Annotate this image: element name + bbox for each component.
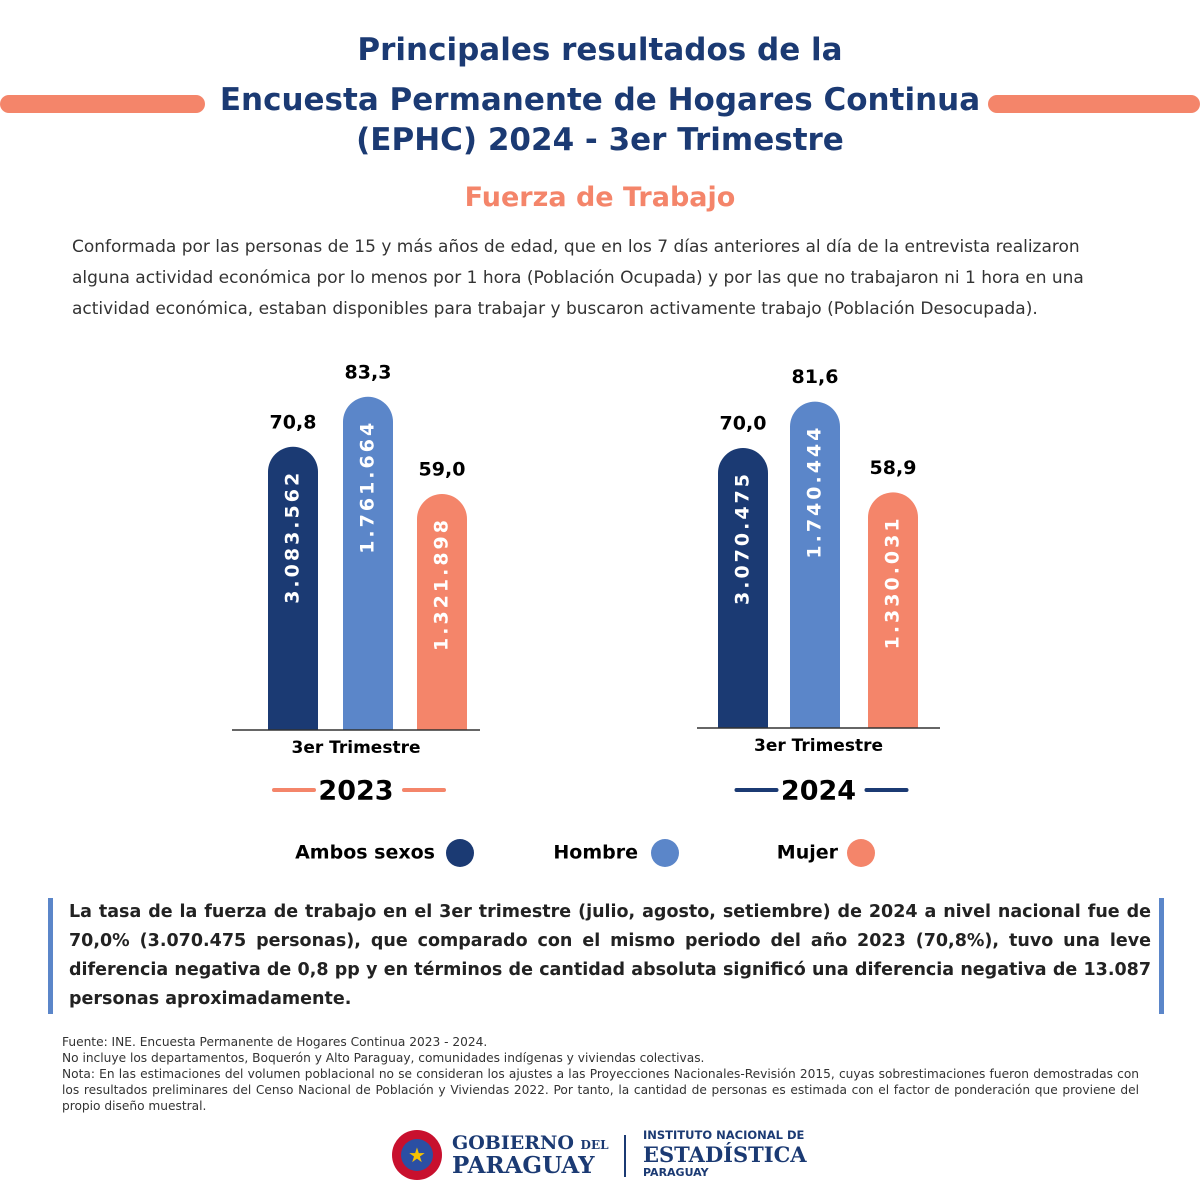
- bar: [417, 494, 467, 730]
- title-line: Encuesta Permanente de Hogares Continua: [219, 82, 981, 118]
- legend-label: Mujer: [777, 842, 839, 864]
- logo-text: INSTITUTO NACIONAL DE: [643, 1128, 805, 1142]
- logo-text: PARAGUAY: [452, 1152, 595, 1179]
- footnote: Fuente: INE. Encuesta Permanente de Hoga…: [62, 1035, 488, 1049]
- logo-text: DEL: [580, 1138, 609, 1152]
- category-label: 3er Trimestre: [291, 738, 420, 758]
- count-label: 1.330.031: [882, 515, 904, 649]
- bar: [790, 401, 840, 728]
- value-label: 83,3: [345, 361, 392, 383]
- description: Conformada por las personas de 15 y más …: [72, 237, 1084, 319]
- legend-label: Hombre: [553, 842, 638, 864]
- year-label: 2024: [781, 776, 856, 807]
- logo-text: GOBIERNO DEL: [452, 1132, 609, 1154]
- year-label: 2023: [318, 776, 393, 807]
- bar: [268, 446, 318, 730]
- value-label: 81,6: [792, 366, 839, 388]
- legend-label: Ambos sexos: [295, 842, 435, 864]
- title-line: (EPHC) 2024 - 3er Trimestre: [356, 122, 844, 158]
- bar: [342, 396, 393, 730]
- legend-swatch: [847, 839, 875, 867]
- section-title: Fuerza de Trabajo: [464, 182, 736, 213]
- decor-bar: [988, 95, 1200, 113]
- divider: [624, 1135, 626, 1177]
- decor-bar: [0, 95, 205, 113]
- legend-swatch: [651, 839, 679, 867]
- value-label: 70,0: [720, 413, 767, 435]
- count-label: 1.321.898: [431, 517, 453, 651]
- value-label: 59,0: [419, 459, 466, 481]
- category-label: 3er Trimestre: [754, 736, 883, 756]
- value-label: 58,9: [870, 457, 917, 479]
- count-label: 3.070.475: [732, 471, 754, 605]
- charts: 70,8 3.083.562 83,3 1.761.664 59,0 1.321.898 3…: [232, 361, 940, 867]
- footnotes: Fuente: INE. Encuesta Permanente de Hoga…: [62, 1034, 1139, 1114]
- value-label: 70,8: [270, 411, 317, 433]
- footnote: No incluye los departamentos, Boquerón y…: [62, 1051, 705, 1065]
- count-label: 3.083.562: [282, 470, 304, 604]
- logo-text: PARAGUAY: [643, 1166, 709, 1179]
- bar: [718, 448, 768, 728]
- bar: [868, 492, 918, 728]
- title-line: Principales resultados de la: [357, 32, 843, 68]
- count-label: 1.761.664: [357, 420, 379, 554]
- summary: La tasa de la fuerza de trabajo en el 3e…: [48, 898, 1164, 1014]
- count-label: 1.740.444: [804, 425, 826, 559]
- emblem: ★: [392, 1130, 442, 1180]
- footnote: Nota: En las estimaciones del volumen po…: [62, 1067, 1139, 1113]
- logo-text: GOBIERNO: [452, 1132, 574, 1154]
- logo-text: ESTADÍSTICA: [643, 1142, 807, 1167]
- legend-swatch: [446, 839, 474, 867]
